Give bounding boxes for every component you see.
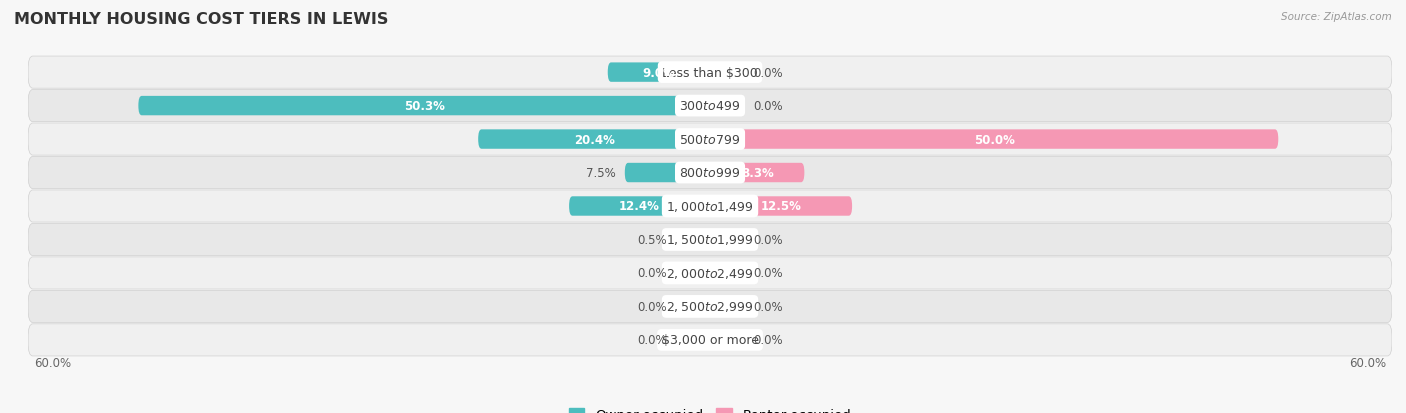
FancyBboxPatch shape <box>710 164 804 183</box>
Text: MONTHLY HOUSING COST TIERS IN LEWIS: MONTHLY HOUSING COST TIERS IN LEWIS <box>14 12 388 27</box>
Text: 60.0%: 60.0% <box>1350 356 1386 369</box>
Text: 0.0%: 0.0% <box>637 267 666 280</box>
FancyBboxPatch shape <box>710 263 744 283</box>
Text: 0.0%: 0.0% <box>754 66 783 79</box>
Text: 50.0%: 50.0% <box>974 133 1015 146</box>
Text: $3,000 or more: $3,000 or more <box>662 334 758 347</box>
FancyBboxPatch shape <box>676 297 710 316</box>
FancyBboxPatch shape <box>28 90 1392 122</box>
Text: 0.0%: 0.0% <box>754 100 783 113</box>
Text: 50.3%: 50.3% <box>404 100 444 113</box>
Text: $2,000 to $2,499: $2,000 to $2,499 <box>666 266 754 280</box>
Text: 0.0%: 0.0% <box>754 334 783 347</box>
FancyBboxPatch shape <box>710 330 744 350</box>
Text: 0.5%: 0.5% <box>637 233 666 247</box>
FancyBboxPatch shape <box>710 63 744 83</box>
Text: 0.0%: 0.0% <box>754 267 783 280</box>
FancyBboxPatch shape <box>676 330 710 350</box>
FancyBboxPatch shape <box>28 123 1392 156</box>
Text: 0.0%: 0.0% <box>754 300 783 313</box>
Text: 12.5%: 12.5% <box>761 200 801 213</box>
FancyBboxPatch shape <box>710 197 852 216</box>
Text: Source: ZipAtlas.com: Source: ZipAtlas.com <box>1281 12 1392 22</box>
FancyBboxPatch shape <box>28 57 1392 89</box>
Text: 0.0%: 0.0% <box>637 300 666 313</box>
FancyBboxPatch shape <box>710 130 1278 150</box>
Text: 8.3%: 8.3% <box>741 166 773 180</box>
Text: $800 to $999: $800 to $999 <box>679 166 741 180</box>
Text: 7.5%: 7.5% <box>586 166 616 180</box>
FancyBboxPatch shape <box>676 230 710 249</box>
Text: $1,500 to $1,999: $1,500 to $1,999 <box>666 233 754 247</box>
FancyBboxPatch shape <box>676 263 710 283</box>
Text: $1,000 to $1,499: $1,000 to $1,499 <box>666 199 754 214</box>
FancyBboxPatch shape <box>710 97 744 116</box>
FancyBboxPatch shape <box>28 224 1392 256</box>
FancyBboxPatch shape <box>28 291 1392 323</box>
FancyBboxPatch shape <box>478 130 710 150</box>
Text: 60.0%: 60.0% <box>34 356 70 369</box>
Text: 20.4%: 20.4% <box>574 133 614 146</box>
FancyBboxPatch shape <box>138 97 710 116</box>
Text: $2,500 to $2,999: $2,500 to $2,999 <box>666 300 754 313</box>
FancyBboxPatch shape <box>28 157 1392 189</box>
FancyBboxPatch shape <box>624 164 710 183</box>
FancyBboxPatch shape <box>607 63 710 83</box>
Legend: Owner-occupied, Renter-occupied: Owner-occupied, Renter-occupied <box>564 402 856 413</box>
FancyBboxPatch shape <box>710 297 744 316</box>
Text: 0.0%: 0.0% <box>754 233 783 247</box>
Text: 0.0%: 0.0% <box>637 334 666 347</box>
FancyBboxPatch shape <box>28 324 1392 356</box>
FancyBboxPatch shape <box>710 230 744 249</box>
FancyBboxPatch shape <box>28 190 1392 223</box>
FancyBboxPatch shape <box>569 197 710 216</box>
Text: $500 to $799: $500 to $799 <box>679 133 741 146</box>
FancyBboxPatch shape <box>28 257 1392 290</box>
Text: $300 to $499: $300 to $499 <box>679 100 741 113</box>
Text: 12.4%: 12.4% <box>619 200 659 213</box>
Text: 9.0%: 9.0% <box>643 66 675 79</box>
Text: Less than $300: Less than $300 <box>662 66 758 79</box>
